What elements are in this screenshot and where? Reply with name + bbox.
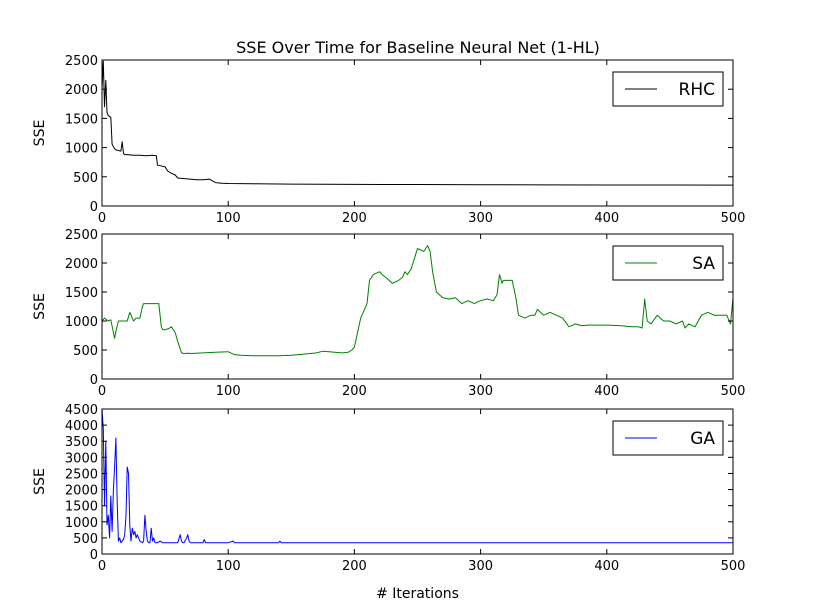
series-line-ga xyxy=(101,408,733,544)
y-tick-label: 2000 xyxy=(65,257,98,272)
y-tick-label: 500 xyxy=(73,532,98,547)
axes-frame-1 xyxy=(101,59,734,207)
subplot-3: 0 100 200 300 400 500050010001500200025003000… xyxy=(32,403,745,602)
y-tick-label: 0 xyxy=(90,200,98,215)
x-tick-label: 400 xyxy=(594,559,619,574)
y-tick-label: 1500 xyxy=(65,286,98,301)
y-tick-label: 1000 xyxy=(65,142,98,157)
x-tick-label: 0 xyxy=(98,559,106,574)
x-tick-label: 100 xyxy=(216,559,241,574)
series-line-rhc xyxy=(101,60,734,186)
axes-frame-3 xyxy=(101,408,734,555)
y-tick-label: 2000 xyxy=(65,484,98,499)
x-tick-label: 0 xyxy=(98,211,106,226)
y-tick-label: 4000 xyxy=(65,419,98,434)
legend-label-ga: GA xyxy=(690,429,715,449)
subplots: 0 100 200 300 400 50005001000150020002500SSER… xyxy=(32,54,745,602)
x-tick-label: 300 xyxy=(468,384,493,399)
x-tick-label: 100 xyxy=(216,211,241,226)
y-tick-label: 3500 xyxy=(65,435,98,450)
y-axis-label: SSE xyxy=(32,120,48,147)
legend-label-sa: SA xyxy=(692,254,715,274)
y-tick-label: 500 xyxy=(73,171,98,186)
x-tick-label: 400 xyxy=(594,211,619,226)
x-tick-label: 500 xyxy=(721,559,746,574)
y-axis-label: SSE xyxy=(32,468,48,495)
axes-frame-2 xyxy=(101,233,734,380)
x-axis-label: # Iterations xyxy=(376,586,459,602)
y-tick-label: 2500 xyxy=(65,467,98,482)
y-tick-label: 2500 xyxy=(65,228,98,243)
subplot-2: 0 100 200 300 400 500 0 500 1000 1500 2000 2500 SSE S… xyxy=(32,228,745,399)
series-line-sa xyxy=(101,245,734,357)
y-tick-label: 2000 xyxy=(65,83,98,98)
x-tick-label: 500 xyxy=(721,384,746,399)
y-tick-label: 2500 xyxy=(65,54,98,69)
y-tick-label: 500 xyxy=(73,344,98,359)
y-tick-label: 1000 xyxy=(65,516,98,531)
y-tick-label: 0 xyxy=(90,548,98,563)
legend-box xyxy=(612,71,724,107)
x-tick-label: 200 xyxy=(342,559,367,574)
y-tick-label: 4500 xyxy=(65,403,98,418)
y-tick-label: 1500 xyxy=(65,500,98,515)
chart-title: SSE Over Time for Baseline Neural Net (1… xyxy=(236,38,600,57)
y-tick-label: 0 xyxy=(90,373,98,388)
x-tick-label: 200 xyxy=(342,384,367,399)
y-tick-label: 1000 xyxy=(65,315,98,330)
y-tick-label: 1500 xyxy=(65,112,98,127)
subplot-1: 0 100 200 300 400 500 0 500 1000 1500 2000 2500 SSE R… xyxy=(32,54,745,226)
x-tick-label: 300 xyxy=(468,211,493,226)
legend-label-rhc: RHC xyxy=(679,80,715,100)
x-tick-label: 500 xyxy=(721,211,746,226)
x-tick-label: 200 xyxy=(342,211,367,226)
x-tick-label: 300 xyxy=(468,559,493,574)
y-tick-label: 3000 xyxy=(65,451,98,466)
y-axis-label: SSE xyxy=(32,293,48,320)
x-tick-label: 100 xyxy=(216,384,241,399)
x-tick-label: 0 xyxy=(98,384,106,399)
x-tick-label: 400 xyxy=(594,384,619,399)
